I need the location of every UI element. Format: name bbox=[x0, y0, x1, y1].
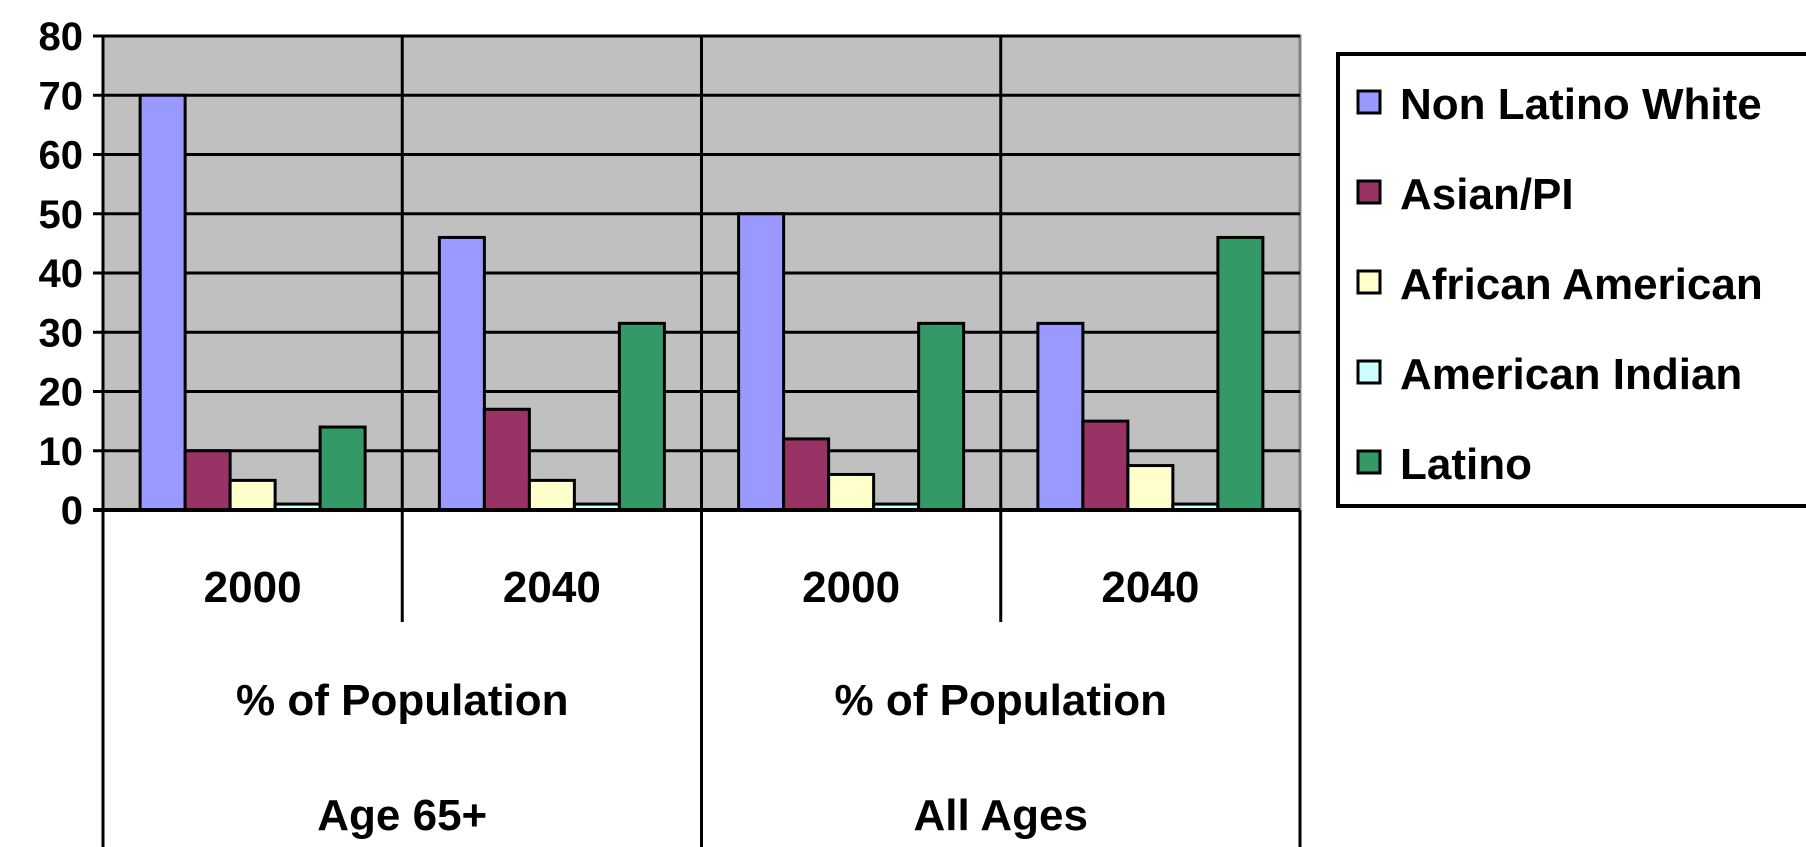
bar-latino-2040 bbox=[617, 321, 666, 512]
legend-swatch bbox=[1356, 179, 1382, 205]
x-category-year-label: 2040 bbox=[1101, 563, 1199, 612]
legend-label: Asian/PI bbox=[1400, 170, 1574, 219]
bar-latino-2000 bbox=[318, 425, 367, 512]
x-category-year-label: 2040 bbox=[503, 563, 601, 612]
x-subgroup-label: Age 65+ bbox=[317, 791, 487, 840]
bar-african-american-2040 bbox=[527, 478, 576, 512]
legend-box bbox=[1336, 52, 1806, 508]
legend: Non Latino White Asian/PI African American… bbox=[1336, 52, 1806, 508]
bar-african-american-2000 bbox=[228, 478, 277, 512]
legend-swatch bbox=[1356, 269, 1382, 295]
y-tick-label: 20 bbox=[39, 371, 84, 415]
y-tick-label: 70 bbox=[39, 74, 84, 118]
bar-asian-pi-2000 bbox=[183, 449, 232, 512]
bar-non-latino-white-2000 bbox=[737, 212, 786, 512]
x-group-label: % of Population bbox=[835, 676, 1167, 725]
legend-label: Non Latino White bbox=[1400, 80, 1762, 129]
axes bbox=[93, 36, 1302, 847]
bar-non-latino-white-2000 bbox=[138, 93, 187, 512]
bar-non-latino-white-2040 bbox=[1036, 321, 1085, 512]
legend-label: American Indian bbox=[1400, 350, 1742, 399]
bar-asian-pi-2000 bbox=[782, 437, 831, 512]
legend-swatch bbox=[1356, 89, 1382, 115]
x-subgroup-label: All Ages bbox=[914, 791, 1088, 840]
bar-asian-pi-2040 bbox=[1081, 419, 1130, 512]
y-tick-label: 40 bbox=[39, 252, 84, 296]
bar-asian-pi-2040 bbox=[482, 407, 531, 512]
bar-latino-2040 bbox=[1216, 235, 1265, 512]
legend-label: Latino bbox=[1400, 440, 1532, 489]
bar-african-american-2000 bbox=[827, 472, 876, 512]
y-tick-label: 50 bbox=[39, 193, 84, 237]
y-axis-ticks: 0 10 20 30 40 50 60 70 80 bbox=[39, 15, 103, 533]
y-tick-label: 0 bbox=[61, 489, 83, 533]
y-tick-label: 80 bbox=[39, 15, 84, 59]
y-tick-label: 30 bbox=[39, 311, 84, 355]
legend-swatch bbox=[1356, 359, 1382, 385]
bar-african-american-2040 bbox=[1126, 464, 1175, 512]
y-tick-label: 10 bbox=[39, 430, 84, 474]
x-category-year-label: 2000 bbox=[802, 563, 900, 612]
bar-latino-2000 bbox=[917, 321, 966, 512]
bars bbox=[138, 93, 1265, 512]
y-tick-label: 60 bbox=[39, 134, 84, 178]
bar-non-latino-white-2040 bbox=[437, 235, 486, 512]
x-category-year-label: 2000 bbox=[204, 563, 302, 612]
category-labels: 2000 2040 2000 2040 % of Population Age 65+ % … bbox=[204, 563, 1200, 840]
legend-label: African American bbox=[1400, 260, 1763, 309]
legend-swatch bbox=[1356, 449, 1382, 475]
x-group-label: % of Population bbox=[236, 676, 568, 725]
